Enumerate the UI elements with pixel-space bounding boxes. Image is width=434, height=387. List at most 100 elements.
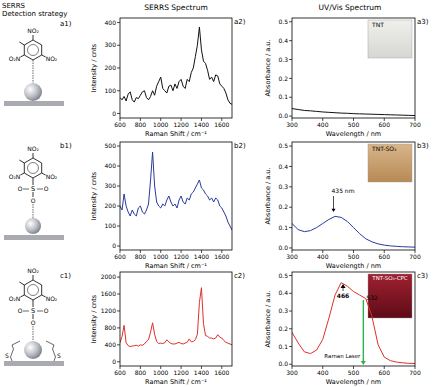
y-tick-label: 0.4 (278, 163, 288, 170)
panel-label: b2) (234, 142, 246, 150)
spectrum-line (120, 152, 232, 230)
y-tick-label: 0.1 (278, 224, 288, 231)
x-axis-label: Wavelength / nm (326, 130, 381, 138)
panel: 0.00.10.20.30.40.5300400500600700a3)Wave… (264, 18, 429, 138)
y-tick (289, 146, 292, 147)
bond (19, 282, 24, 285)
bond (33, 153, 34, 158)
atom: O (18, 307, 23, 314)
bond (23, 189, 29, 190)
plot-frame (120, 142, 232, 250)
atom: O (31, 197, 36, 204)
y-tick-label: 0.3 (278, 307, 288, 314)
plot-frame (120, 18, 232, 118)
ring (28, 285, 39, 296)
x-axis-label: Wavelength / nm (326, 378, 381, 386)
column-header: UV/Vis Spectrum (319, 3, 382, 12)
y-tick-label: 0 (112, 242, 116, 249)
y-tick-label: 0.5 (278, 142, 288, 149)
y-tick (117, 294, 120, 295)
column-header: SERRS (2, 2, 26, 10)
panel-label: b3) (417, 142, 429, 150)
panel: 01002003004006008001000120014001600a2)Ra… (90, 18, 246, 138)
y-tick (289, 311, 292, 312)
y-tick (117, 113, 120, 114)
y-axis-label: Intensity / cnts (90, 294, 98, 343)
spectrum-line (292, 283, 415, 364)
x-tick-label: 700 (409, 121, 421, 128)
y-tick (289, 21, 292, 22)
y-tick (289, 328, 292, 329)
x-tick-label: 500 (348, 121, 360, 128)
y-tick-label: 100 (105, 222, 117, 229)
x-tick-label: 1600 (214, 121, 229, 128)
bond (23, 311, 29, 312)
plot-frame (292, 142, 415, 250)
x-tick-label: 1000 (153, 121, 168, 128)
y-tick (289, 247, 292, 248)
y-tick-label: 0 (112, 358, 116, 365)
plot-area (292, 283, 415, 364)
y-tick (289, 97, 292, 98)
spectrum-line (292, 216, 415, 247)
y-axis-label: Absorbance / a.u. (264, 291, 272, 348)
x-tick-label: 1200 (173, 369, 188, 376)
y-tick (289, 59, 292, 60)
y-tick (117, 206, 120, 207)
ring (28, 163, 39, 174)
panel: 0400800120016002000600800100012001400160… (90, 272, 245, 386)
y-tick-label: 800 (105, 324, 117, 331)
y-tick (289, 166, 292, 167)
panel-label: a2) (234, 18, 246, 26)
x-tick-label: 400 (317, 253, 329, 260)
y-tick-label: 200 (105, 202, 117, 209)
y-tick (117, 361, 120, 362)
bond (33, 204, 34, 218)
panel: 01002003004005006008001000120014001600b2… (90, 142, 246, 270)
x-tick-label: 1000 (153, 369, 168, 376)
x-axis-label: Raman Shift / cm⁻¹ (145, 262, 207, 270)
bond (33, 275, 34, 280)
molecule: NO₂O₂NNO₂SOOOSS (4, 267, 64, 366)
spectrum-line (292, 109, 415, 116)
annotation: 532 (366, 294, 378, 301)
panel: 0.00.10.20.30.40.5300400500600700c3)Wave… (264, 272, 428, 386)
y-tick-label: 0.3 (278, 56, 288, 63)
y-tick-label: 1200 (101, 307, 116, 314)
atom: S (57, 352, 61, 359)
y-tick (289, 116, 292, 117)
y-axis-label: Absorbance / a.u. (264, 168, 272, 225)
plot-frame (292, 272, 415, 366)
y-axis-label: Intensity / cnts (90, 43, 98, 92)
bond (19, 42, 24, 45)
y-tick-label: 400 (105, 341, 117, 348)
y-tick-label: 500 (105, 142, 117, 149)
bond (33, 178, 34, 185)
y-tick-label: 400 (105, 162, 117, 169)
y-tick-label: 0.2 (278, 75, 288, 82)
nanoparticle (24, 83, 42, 101)
panel-label: c2) (234, 272, 245, 280)
linker (53, 345, 56, 361)
y-tick (117, 146, 120, 147)
atom: O₂N (9, 55, 21, 62)
plot-area (292, 109, 415, 116)
plot-area (120, 288, 232, 347)
nanoparticle (25, 218, 41, 234)
y-tick (289, 364, 292, 365)
annotation: 466 (337, 292, 350, 299)
y-tick (117, 246, 120, 247)
laser-arrow (363, 300, 364, 361)
panel: 0.00.10.20.30.40.5300400500600700b3)Wave… (264, 142, 429, 270)
annotation: Raman Laser (324, 353, 361, 359)
atom: S (31, 307, 35, 315)
y-axis-label: Intensity / cnts (90, 171, 98, 220)
x-tick-label: 500 (348, 369, 360, 376)
y-tick-label: 0.2 (278, 325, 288, 332)
atom: O (44, 185, 49, 192)
x-tick-label: 700 (409, 369, 421, 376)
y-tick (117, 90, 120, 91)
molecule: NO₂O₂NNO₂ (4, 27, 64, 106)
x-tick-label: 300 (286, 253, 298, 260)
bond (33, 60, 34, 83)
